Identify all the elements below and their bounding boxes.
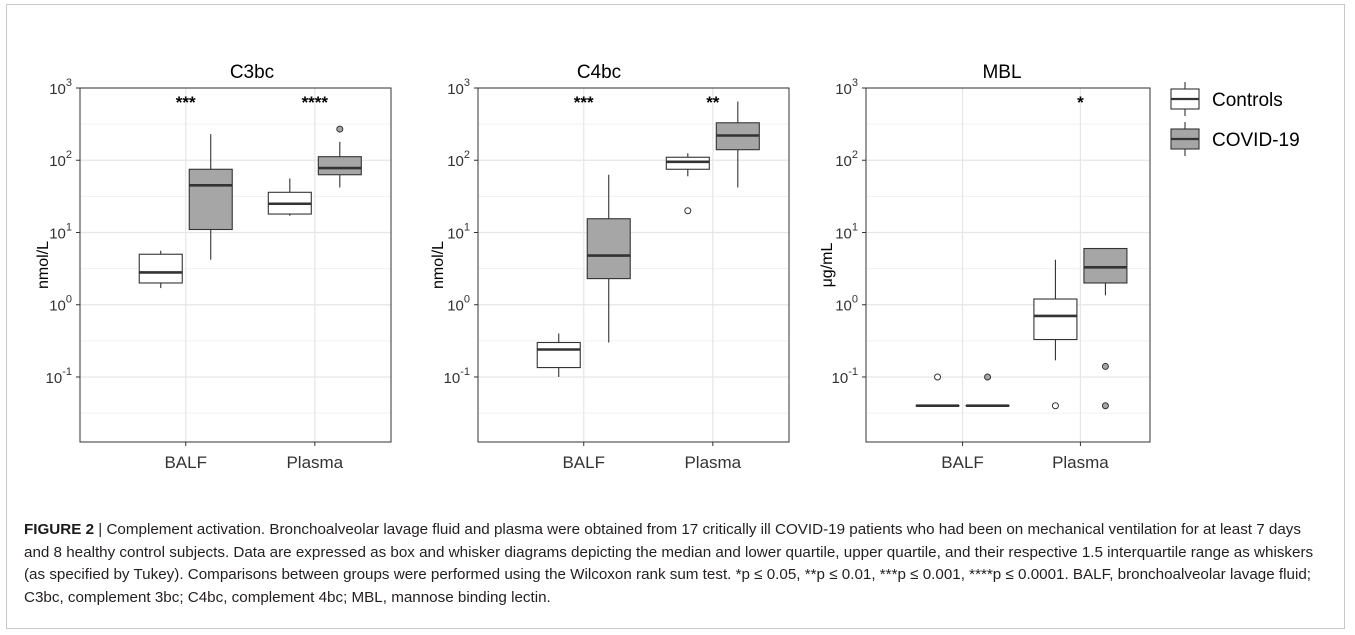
caption-separator: | xyxy=(94,521,107,538)
panel-title: MBL xyxy=(982,62,1021,83)
box-covid19-balf xyxy=(188,134,233,260)
significance-label: **** xyxy=(302,93,329,112)
box-covid19-balf xyxy=(965,373,1010,408)
y-tick-label: 100 xyxy=(835,294,858,315)
box-iqr xyxy=(317,156,362,176)
caption-label: FIGURE 2 xyxy=(24,521,95,538)
box-iqr xyxy=(1083,247,1128,284)
y-tick-label: 102 xyxy=(49,149,72,170)
x-tick-label: BALF xyxy=(164,453,207,472)
figure-frame xyxy=(6,4,1345,629)
panel-border xyxy=(79,87,392,443)
legend-label: Controls xyxy=(1212,90,1283,111)
y-tick-label: 102 xyxy=(835,149,858,170)
figure-caption: FIGURE 2 | Complement activation. Bronch… xyxy=(24,519,1324,609)
y-tick-label: 103 xyxy=(447,77,470,98)
y-tick-label: 103 xyxy=(49,77,72,98)
outlier-point xyxy=(934,373,942,381)
x-tick-label: BALF xyxy=(941,453,984,472)
x-tick-label: Plasma xyxy=(1052,453,1109,472)
outlier-point xyxy=(984,373,992,381)
y-tick-label: 100 xyxy=(447,294,470,315)
significance-label: *** xyxy=(574,93,594,112)
y-tick-label: 10-1 xyxy=(444,366,470,387)
outlier-point xyxy=(336,125,344,133)
box-controls-balf xyxy=(915,373,960,408)
panel-title: C3bc xyxy=(230,62,274,83)
legend-item-controls xyxy=(1170,82,1200,116)
y-axis-title: μg/mL xyxy=(819,243,836,288)
box-iqr xyxy=(665,156,710,170)
box-iqr xyxy=(536,341,581,369)
outlier-point xyxy=(1101,402,1109,410)
box-iqr xyxy=(586,218,631,280)
box-controls-balf xyxy=(536,333,581,377)
outlier-point xyxy=(684,207,692,215)
box-iqr xyxy=(138,253,183,284)
box-controls-plasma xyxy=(665,153,710,215)
box-iqr xyxy=(188,168,233,231)
y-axis-title: nmol/L xyxy=(35,241,52,289)
y-tick-label: 101 xyxy=(835,221,858,242)
x-tick-label: Plasma xyxy=(684,453,741,472)
outlier-point xyxy=(1101,362,1109,370)
legend-item-covid19 xyxy=(1170,122,1200,156)
box-controls-balf xyxy=(138,250,183,289)
caption-text: Complement activation. Bronchoalveolar l… xyxy=(24,521,1314,606)
panel-border xyxy=(477,87,790,443)
y-tick-label: 101 xyxy=(49,221,72,242)
significance-label: *** xyxy=(176,93,196,112)
panel-border xyxy=(865,87,1151,443)
box-controls-plasma xyxy=(267,178,312,216)
y-axis-title: nmol/L xyxy=(430,241,447,289)
significance-label: * xyxy=(1077,93,1084,112)
box-controls-plasma xyxy=(1033,259,1078,410)
y-tick-label: 100 xyxy=(49,294,72,315)
box-covid19-plasma xyxy=(715,101,760,188)
box-covid19-plasma xyxy=(317,125,362,188)
y-tick-label: 10-1 xyxy=(832,366,858,387)
y-tick-label: 10-1 xyxy=(46,366,72,387)
panel-title: C4bc xyxy=(577,62,621,83)
y-tick-label: 103 xyxy=(835,77,858,98)
x-tick-label: Plasma xyxy=(286,453,343,472)
box-iqr xyxy=(1033,298,1078,341)
y-tick-label: 101 xyxy=(447,221,470,242)
legend-label: COVID-19 xyxy=(1212,130,1300,151)
y-tick-label: 102 xyxy=(447,149,470,170)
significance-label: ** xyxy=(706,93,720,112)
outlier-point xyxy=(1051,402,1059,410)
box-covid19-balf xyxy=(586,174,631,343)
x-tick-label: BALF xyxy=(562,453,605,472)
box-covid19-plasma xyxy=(1083,247,1128,410)
